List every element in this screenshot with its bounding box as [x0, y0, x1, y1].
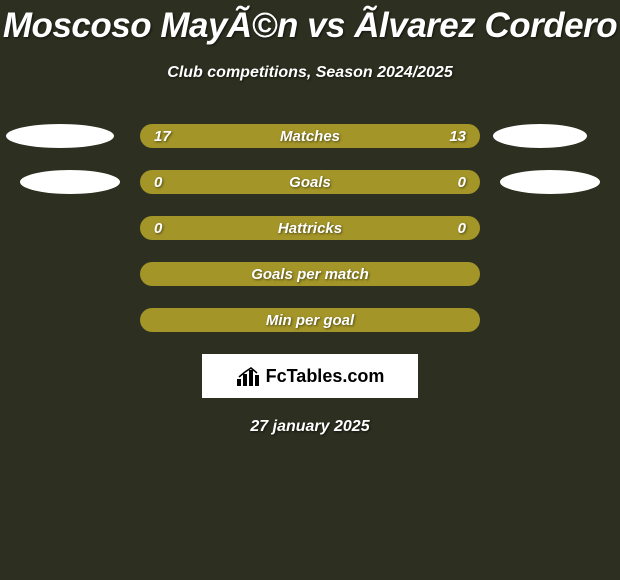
footer-date: 27 january 2025: [0, 418, 620, 436]
side-pill-right: [493, 124, 587, 148]
stat-row: Goals per match: [0, 262, 620, 286]
center-pill: Min per goal: [140, 308, 480, 332]
stat-row: 0 Hattricks 0: [0, 216, 620, 240]
page-title: Moscoso MayÃ©n vs Ãlvarez Cordero: [0, 0, 620, 46]
stat-label: Goals per match: [251, 266, 369, 283]
stat-label: Min per goal: [266, 312, 354, 329]
chart-icon: [236, 365, 262, 387]
center-pill: 17 Matches 13: [140, 124, 480, 148]
stat-right-value: 0: [458, 174, 466, 191]
stat-label: Goals: [289, 174, 331, 191]
stat-row: 0 Goals 0: [0, 170, 620, 194]
stat-row: 17 Matches 13: [0, 124, 620, 148]
side-pill-left: [6, 124, 114, 148]
center-pill: Goals per match: [140, 262, 480, 286]
stats-container: 17 Matches 13 0 Goals 0 0 Hattricks 0 Goals per m…: [0, 124, 620, 332]
stat-row: Min per goal: [0, 308, 620, 332]
page-subtitle: Club competitions, Season 2024/2025: [0, 64, 620, 82]
stat-left-value: 17: [154, 128, 171, 145]
stat-label: Matches: [280, 128, 340, 145]
footer-logo: FcTables.com: [202, 354, 418, 398]
stat-label: Hattricks: [278, 220, 342, 237]
center-pill: 0 Goals 0: [140, 170, 480, 194]
stat-right-value: 0: [458, 220, 466, 237]
side-pill-left: [20, 170, 120, 194]
side-pill-right: [500, 170, 600, 194]
stat-left-value: 0: [154, 220, 162, 237]
stat-left-value: 0: [154, 174, 162, 191]
footer-site-text: FcTables.com: [266, 366, 385, 387]
center-pill: 0 Hattricks 0: [140, 216, 480, 240]
stat-right-value: 13: [449, 128, 466, 145]
